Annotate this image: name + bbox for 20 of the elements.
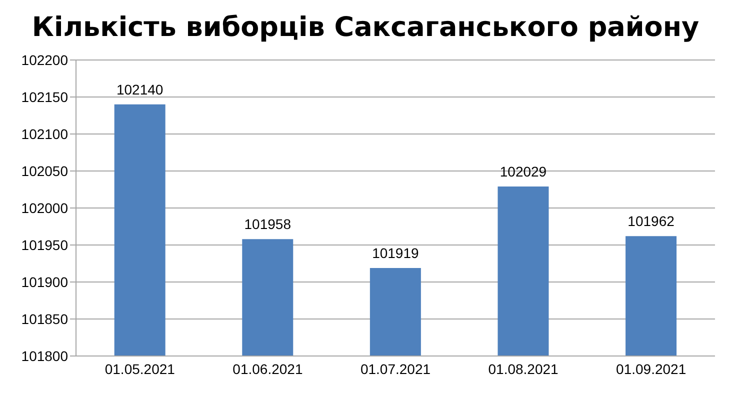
x-tick-label: 01.09.2021 [616,360,686,377]
y-tick-label: 101850 [21,310,68,327]
data-label: 102140 [116,81,164,98]
y-tick-label: 101950 [21,236,68,253]
x-tick-label: 01.08.2021 [488,360,559,377]
data-label: 101958 [244,216,292,232]
x-tick-label: 01.07.2021 [360,360,431,377]
x-tick-label: 01.06.2021 [232,360,303,377]
y-tick-label: 102150 [21,88,68,105]
chart-title: Кількість виборців Саксаганського району [30,11,700,45]
y-tick-label: 102050 [21,162,68,179]
y-tick-label: 102200 [21,52,68,68]
y-tick-label: 101900 [21,274,68,290]
data-label: 101919 [372,244,420,261]
y-tick-label: 102000 [21,200,68,216]
y-tick-label: 101800 [21,348,68,364]
x-tick-label: 01.05.2021 [104,360,176,377]
data-label: 101962 [628,213,675,230]
y-tick-label: 102100 [21,126,68,142]
data-label: 102029 [500,164,547,180]
